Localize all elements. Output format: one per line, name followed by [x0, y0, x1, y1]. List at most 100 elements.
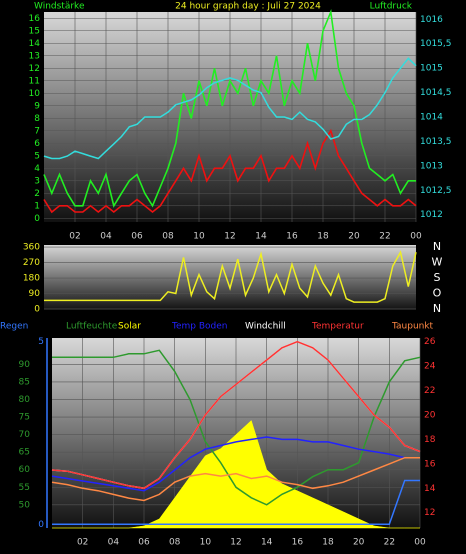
line — [51, 456, 420, 502]
x-tick-label: 18 — [322, 538, 334, 548]
y2-tick-label: 18 — [424, 435, 436, 445]
y2-tick-label: 20 — [424, 410, 436, 420]
y3-tick-label: 5 — [38, 337, 44, 347]
line — [43, 57, 417, 160]
y-tick-label: 6 — [34, 139, 40, 149]
x-tick-label: 10 — [200, 538, 212, 548]
y-tick-label: 0 — [34, 214, 40, 224]
x-tick-label: 08 — [162, 232, 174, 242]
y-tick-label: 50 — [19, 500, 31, 510]
legend-label: Windchill — [245, 322, 286, 332]
plot-area — [44, 245, 416, 310]
y-tick-label: 10 — [29, 89, 41, 99]
y2-tick-label: 14 — [424, 484, 436, 494]
x-tick-label: 16 — [286, 232, 298, 242]
y2-tick-label: 1012,5 — [420, 186, 452, 196]
x-tick-label: 20 — [348, 232, 360, 242]
y-tick-label: 13 — [29, 51, 40, 61]
y-tick-label: 2 — [34, 189, 40, 199]
y-tick-label: 65 — [19, 448, 30, 458]
x-tick-label: 04 — [100, 232, 112, 242]
y-tick-label: 180 — [23, 274, 40, 284]
x-tick-label: 22 — [384, 538, 395, 548]
x-tick-label: 10 — [193, 232, 205, 242]
y-tick-label: 1 — [34, 201, 40, 211]
legend-label: Luftfeuchte — [66, 322, 118, 332]
y2-tick-label: 22 — [424, 386, 435, 396]
x-tick-label: 04 — [108, 538, 120, 548]
y3-tick-label: 0 — [38, 520, 44, 530]
y-tick-label: 90 — [29, 289, 41, 299]
y-tick-label: 11 — [29, 76, 40, 86]
y2-tick-label: N — [433, 240, 441, 253]
y-tick-label: 85 — [19, 377, 30, 387]
y-tick-label: 360 — [23, 243, 40, 253]
legend-label: Solar — [118, 322, 141, 332]
x-tick-label: 22 — [379, 232, 390, 242]
y-tick-label: 4 — [34, 164, 40, 174]
legend-label: Taupunkt — [391, 322, 434, 332]
x-tick-label: 16 — [292, 538, 304, 548]
line — [52, 349, 421, 506]
y-tick-label: 14 — [29, 39, 41, 49]
y2-tick-label: 1015,5 — [420, 39, 452, 49]
y-tick-label: 7 — [34, 126, 40, 136]
x-tick-label: 12 — [230, 538, 241, 548]
y2-tick-label: 1012 — [420, 210, 443, 220]
y2-tick-label: 1014 — [420, 113, 443, 123]
y2-tick-label: 1016 — [420, 15, 443, 25]
x-tick-label: 14 — [261, 538, 273, 548]
y-tick-label: 9 — [34, 101, 40, 111]
y2-tick-label: S — [434, 271, 441, 284]
y-tick-label: 270 — [23, 258, 40, 268]
y2-tick-label: 1015 — [420, 64, 443, 74]
line — [43, 128, 417, 214]
y-tick-label: 75 — [19, 413, 30, 423]
y2-tick-label: 1014,5 — [420, 88, 452, 98]
y-tick-label: 80 — [19, 395, 31, 405]
y-tick-label: 60 — [19, 465, 31, 475]
y-tick-label: 90 — [19, 360, 31, 370]
x-tick-label: 00 — [410, 232, 422, 242]
y2-tick-label: 12 — [424, 508, 435, 518]
y2-tick-label: O — [433, 286, 442, 299]
y2-tick-label: 1013,5 — [420, 137, 452, 147]
y-tick-label: 70 — [19, 430, 31, 440]
line — [44, 250, 417, 303]
y-tick-label: 3 — [34, 176, 40, 186]
y2-tick-label: N — [433, 302, 441, 315]
y2-tick-label: 26 — [424, 337, 436, 347]
legend-label: Temperatur — [311, 322, 364, 332]
y2-tick-label: 1013 — [420, 161, 443, 171]
y2-tick-label: W — [432, 256, 443, 269]
y2-axis-title: Luftdruck — [370, 2, 413, 12]
y-tick-label: 0 — [34, 304, 40, 314]
y-tick-label: 55 — [19, 483, 30, 493]
x-tick-label: 08 — [169, 538, 181, 548]
y-tick-label: 8 — [34, 114, 40, 124]
x-tick-label: 06 — [131, 232, 143, 242]
y-axis-title: Windstärke — [34, 2, 85, 12]
line — [51, 436, 420, 492]
x-tick-label: 02 — [69, 232, 80, 242]
y-tick-label: 15 — [29, 26, 40, 36]
legend-label: Regen — [0, 322, 28, 332]
x-tick-label: 18 — [317, 232, 329, 242]
line — [43, 8, 416, 208]
y2-tick-label: 24 — [424, 362, 436, 372]
line — [51, 340, 421, 490]
y-tick-label: 5 — [34, 151, 40, 161]
x-tick-label: 14 — [255, 232, 267, 242]
x-tick-label: 20 — [353, 538, 365, 548]
x-tick-label: 12 — [224, 232, 235, 242]
y-tick-label: 12 — [29, 64, 40, 74]
x-tick-label: 06 — [138, 538, 150, 548]
y2-tick-label: 16 — [424, 459, 436, 469]
chart-title: 24 hour graph day : Juli 27 2024 — [175, 2, 321, 12]
legend-label: Temp Boden — [171, 322, 227, 332]
x-tick-label: 02 — [77, 538, 88, 548]
line — [52, 479, 420, 526]
y-tick-label: 16 — [29, 14, 41, 24]
